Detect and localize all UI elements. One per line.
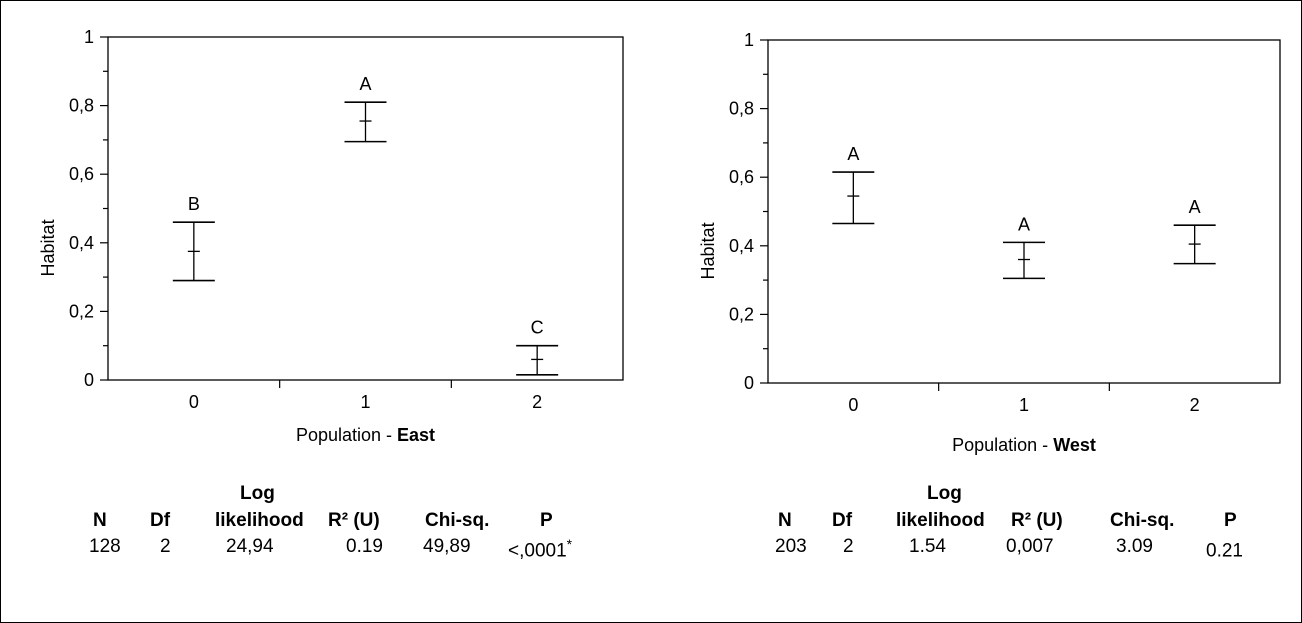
stats-header-chi: Chi-sq. — [1110, 510, 1175, 531]
y-tick-label: 0,4 — [729, 236, 754, 256]
p-value: 0.21 — [1206, 540, 1243, 562]
stats-header-p: P — [1224, 510, 1237, 531]
x-axis-label: Population - East — [296, 425, 435, 445]
stats-header-df: Df — [832, 510, 853, 531]
y-axis-label: Habitat — [38, 219, 58, 276]
x-axis-label-prefix: Population - — [296, 425, 397, 445]
group-letter: B — [188, 194, 200, 214]
stats-value-ll: 24,94 — [226, 536, 274, 557]
y-tick-label: 0,8 — [69, 96, 94, 116]
stats-header-chi: Chi-sq. — [425, 510, 490, 531]
stats-value-chi: 49,89 — [423, 536, 471, 557]
group-letter: C — [531, 318, 544, 338]
significance-mark: * — [566, 536, 573, 552]
x-tick-label: 2 — [532, 392, 542, 412]
error-bar: A — [344, 74, 387, 143]
x-tick-label: 1 — [360, 392, 370, 412]
stats-value-chi: 3.09 — [1116, 536, 1153, 557]
error-bar: A — [1003, 214, 1045, 280]
stats-value-p: <,0001* — [508, 536, 572, 562]
stats-header-ll-top: Log — [927, 483, 962, 504]
stats-value-r2: 0.19 — [346, 536, 383, 557]
stats-header-r2: R² (U) — [1011, 510, 1063, 531]
x-tick-label: 2 — [1190, 395, 1200, 415]
y-tick-label: 0,2 — [729, 304, 754, 324]
plot-area — [767, 39, 1281, 384]
stats-header-ll: likelihood — [896, 510, 985, 531]
stats-header-df: Df — [150, 510, 171, 531]
x-axis-label: Population - West — [952, 435, 1096, 455]
stats-value-df: 2 — [160, 536, 171, 557]
stats-header-n: N — [93, 510, 107, 531]
x-axis-label-population: East — [397, 425, 435, 445]
y-tick-label: 1 — [744, 30, 754, 50]
stats-header-ll: likelihood — [215, 510, 304, 531]
stats-value-p: 0.21 — [1206, 536, 1243, 562]
chart-west: 0 0,2 0,4 0,6 0,8 1 0 1 2 Habitat Population - Wes… — [698, 30, 1281, 455]
group-letter: A — [359, 74, 371, 94]
y-tick-label: 0 — [84, 370, 94, 390]
stats-header-p: P — [540, 510, 553, 531]
stats-value-n: 203 — [775, 536, 807, 557]
error-bar: B — [172, 194, 215, 282]
stats-value-ll: 1.54 — [909, 536, 946, 557]
x-axis-label-population: West — [1053, 435, 1096, 455]
y-axis-label: Habitat — [698, 222, 718, 279]
stats-header-ll-top: Log — [240, 483, 275, 504]
error-bar: A — [1173, 197, 1216, 265]
y-tick-label: 0,4 — [69, 233, 94, 253]
error-bar: C — [516, 318, 559, 376]
group-letter: A — [1189, 197, 1201, 217]
group-letter: A — [1018, 214, 1030, 234]
stats-header-n: N — [778, 510, 792, 531]
x-tick-label: 1 — [1019, 395, 1029, 415]
y-tick-label: 1 — [84, 27, 94, 47]
x-tick-label: 0 — [848, 395, 858, 415]
y-tick-label: 0 — [744, 373, 754, 393]
p-value: <,0001 — [508, 540, 567, 562]
y-tick-label: 0,8 — [729, 99, 754, 119]
y-tick-label: 0,6 — [729, 167, 754, 187]
y-tick-label: 0,2 — [69, 301, 94, 321]
chart-east: 0 0,2 0,4 0,6 0,8 1 0 1 2 Habitat Population - Eas… — [38, 27, 624, 445]
group-letter: A — [847, 144, 859, 164]
y-tick-label: 0,6 — [69, 164, 94, 184]
stats-value-r2: 0,007 — [1006, 536, 1054, 557]
stats-value-df: 2 — [843, 536, 854, 557]
stats-value-n: 128 — [89, 536, 121, 557]
x-axis-label-prefix: Population - — [952, 435, 1053, 455]
stats-header-r2: R² (U) — [328, 510, 380, 531]
error-bar: A — [832, 144, 875, 225]
x-tick-label: 0 — [189, 392, 199, 412]
